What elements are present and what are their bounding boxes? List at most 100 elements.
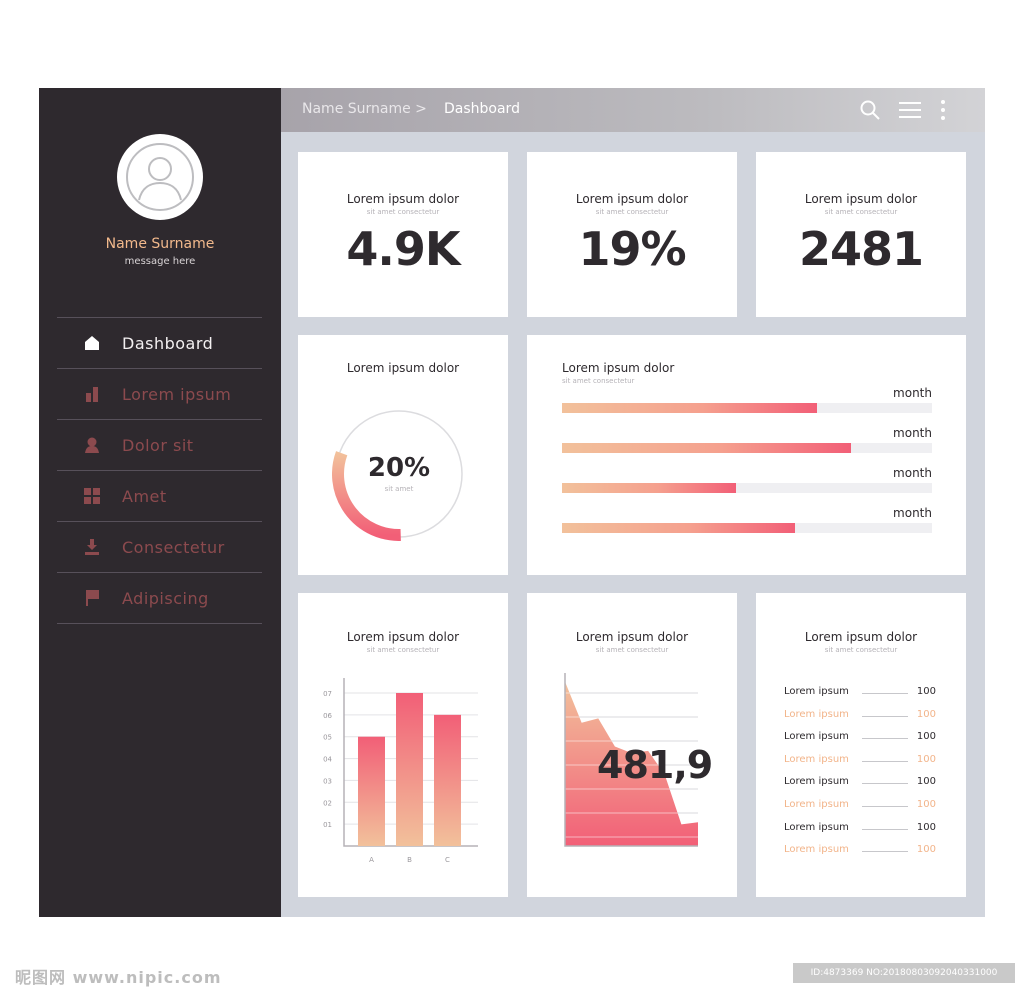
y-tick-label: 03 [323, 777, 332, 785]
list-item-divider [862, 851, 908, 853]
breadcrumb-parent[interactable]: Name Surname > [302, 101, 427, 117]
kpi-value: 4.9K [346, 222, 460, 276]
x-tick-label: A [369, 856, 374, 864]
watermark-logo: 昵图网 www.nipic.com [15, 968, 222, 987]
card-subtitle: sit amet consectetur [824, 646, 898, 654]
sidebar-menu: Dashboard Lorem ipsum Dolor sit Amet [57, 317, 262, 624]
bar[interactable] [358, 736, 385, 846]
list-item[interactable]: Lorem ipsum 100 [784, 686, 936, 700]
chart-axis [343, 678, 478, 847]
card-title: Lorem ipsum dolor [346, 361, 460, 375]
list-item-divider [862, 828, 908, 830]
kpi-subtitle: sit amet consectetur [366, 208, 440, 216]
search-icon[interactable] [859, 99, 881, 121]
card-title: Lorem ipsum dolor [575, 630, 689, 644]
x-tick-label: C [445, 856, 450, 864]
x-tick-label: B [407, 856, 412, 864]
list-item-label: Lorem ipsum [784, 731, 849, 743]
progress-fill [562, 443, 851, 453]
donut-subtitle: sit amet [384, 485, 414, 493]
card-title: Lorem ipsum dolor [346, 630, 460, 644]
list-item-label: Lorem ipsum [784, 686, 849, 697]
bar-chart-card: Lorem ipsum dolor sit amet consectetur 0… [298, 593, 508, 897]
sidebar-item-label: Lorem ipsum [122, 384, 232, 404]
sidebar: Name Surname message here Dashboard Lore… [39, 88, 281, 917]
y-tick-label: 01 [323, 821, 332, 829]
list-item-value: 100 [916, 821, 936, 833]
list-item-value: 100 [916, 686, 936, 697]
area-series [565, 681, 698, 846]
card-title: Lorem ipsum dolor [804, 630, 918, 644]
donut-card: Lorem ipsum dolor 20% sit amet [298, 335, 508, 575]
card-title: Lorem ipsum dolor [562, 361, 675, 375]
watermark-id: ID:4873369 NO:20180803092040331000 [793, 963, 1015, 983]
area-chart-svg [564, 673, 698, 847]
kpi-value: 2481 [798, 222, 924, 276]
sidebar-item-dashboard[interactable]: Dashboard [57, 318, 262, 369]
breadcrumb-current: Dashboard [444, 101, 520, 117]
kpi-title: Lorem ipsum dolor [575, 192, 689, 206]
kpi-card: Lorem ipsum dolor sit amet consectetur 1… [527, 152, 737, 317]
avatar[interactable] [117, 134, 203, 220]
list-item[interactable]: Lorem ipsum 100 [784, 754, 936, 768]
progress-fill [562, 403, 818, 413]
list-item-divider [862, 693, 908, 694]
bar[interactable] [434, 714, 461, 846]
list-item[interactable]: Lorem ipsum 100 [784, 731, 936, 745]
sidebar-item-amet[interactable]: Amet [57, 471, 262, 522]
sidebar-item-label: Adipiscing [122, 588, 209, 608]
progress-label: month [893, 386, 932, 400]
sidebar-item-lorem-ipsum[interactable]: Lorem ipsum [57, 369, 262, 420]
dashboard-app: Name Surname message here Dashboard Lore… [39, 88, 985, 917]
main-content: Lorem ipsum dolor sit amet consectetur 4… [281, 132, 985, 917]
sidebar-item-dolor-sit[interactable]: Dolor sit [57, 420, 262, 471]
flag-icon [79, 589, 105, 607]
list-item-label: Lorem ipsum [784, 844, 849, 856]
kpi-card: Lorem ipsum dolor sit amet consectetur 4… [298, 152, 508, 317]
donut-svg [332, 410, 463, 541]
bar[interactable] [396, 693, 423, 846]
list-item[interactable]: Lorem ipsum 100 [784, 844, 936, 858]
sidebar-item-label: Amet [122, 486, 167, 506]
chart-axis [564, 673, 698, 847]
sidebar-item-consectetur[interactable]: Consectetur [57, 522, 262, 573]
progress-track [562, 483, 932, 493]
list-item-divider [862, 760, 908, 762]
area-chart-value: 481,9 [597, 743, 713, 787]
list-item-label: Lorem ipsum [784, 776, 849, 788]
list-item-value: 100 [916, 776, 936, 788]
grid-icon [79, 487, 105, 505]
card-subtitle: sit amet consectetur [562, 377, 635, 385]
progress-label: month [893, 426, 932, 440]
progress-bars-card: Lorem ipsum dolor sit amet consectetur m… [527, 335, 966, 575]
y-tick-label: 05 [323, 734, 332, 742]
home-icon [79, 334, 105, 352]
y-tick-label: 07 [323, 690, 332, 698]
menu-icon[interactable] [899, 99, 921, 121]
kpi-subtitle: sit amet consectetur [595, 208, 669, 216]
list-item-value: 100 [916, 844, 936, 856]
list-item-label: Lorem ipsum [784, 821, 849, 833]
list-item-value: 100 [916, 708, 936, 720]
sidebar-item-adipiscing[interactable]: Adipiscing [57, 573, 262, 624]
kpi-subtitle: sit amet consectetur [824, 208, 898, 216]
list-item-divider [862, 806, 908, 807]
bar-chart-svg: 01 02 03 04 05 06 07 A B C [323, 678, 478, 864]
user-message: message here [124, 256, 196, 267]
kpi-card: Lorem ipsum dolor sit amet consectetur 2… [756, 152, 966, 317]
list-item[interactable]: Lorem ipsum 100 [784, 776, 936, 790]
list-item-divider [862, 715, 908, 717]
list-item-value: 100 [916, 731, 936, 743]
y-tick-label: 06 [323, 712, 332, 720]
progress-track [562, 443, 932, 453]
donut-value: 20% [367, 453, 431, 483]
list-item-label: Lorem ipsum [784, 708, 849, 720]
kpi-title: Lorem ipsum dolor [346, 192, 460, 206]
progress-track [562, 523, 932, 533]
card-subtitle: sit amet consectetur [595, 646, 669, 654]
list-item[interactable]: Lorem ipsum 100 [784, 822, 936, 836]
list-item[interactable]: Lorem ipsum 100 [784, 799, 936, 813]
list-item[interactable]: Lorem ipsum 100 [784, 709, 936, 723]
top-bar: Name Surname > Dashboard [281, 88, 985, 132]
more-vertical-icon[interactable] [937, 99, 949, 121]
